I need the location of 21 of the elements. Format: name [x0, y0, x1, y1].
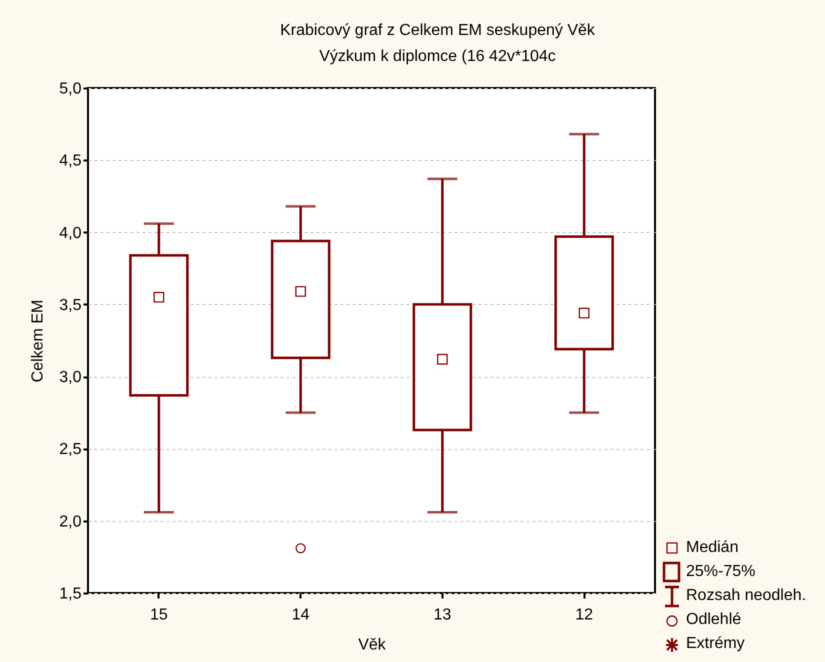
- y-tick-label: 4,0: [59, 224, 82, 242]
- y-tick-label: 2,5: [59, 441, 82, 458]
- y-axis-title: Celkem EM: [29, 300, 46, 382]
- chart-title: Krabicový graf z Celkem EM seskupený Věk: [280, 22, 596, 39]
- text: Rozsah neodleh.: [686, 587, 806, 605]
- y-tick-label: 5,0: [59, 80, 82, 98]
- y-tick-label: 4,5: [59, 152, 82, 170]
- y-tick-label: 3,5: [59, 296, 82, 314]
- text: Odlehlé: [686, 611, 742, 629]
- x-tick-label: 12: [575, 606, 594, 624]
- x-tick-label: 15: [150, 606, 168, 624]
- x-tick-label: 14: [292, 606, 310, 624]
- y-tick-label: 1,5: [59, 586, 82, 602]
- chart-subtitle: Výzkum k diplomce (16 42v*104c: [319, 48, 556, 65]
- text: Medián: [686, 539, 738, 557]
- x-axis-title: Věk: [358, 636, 387, 654]
- y-tick-label: 2,0: [59, 513, 82, 530]
- x-tick-label: 13: [433, 606, 452, 624]
- text: 25%-75%: [686, 563, 756, 581]
- text: Extrémy: [686, 635, 745, 653]
- y-tick-label: 3,0: [59, 369, 82, 386]
